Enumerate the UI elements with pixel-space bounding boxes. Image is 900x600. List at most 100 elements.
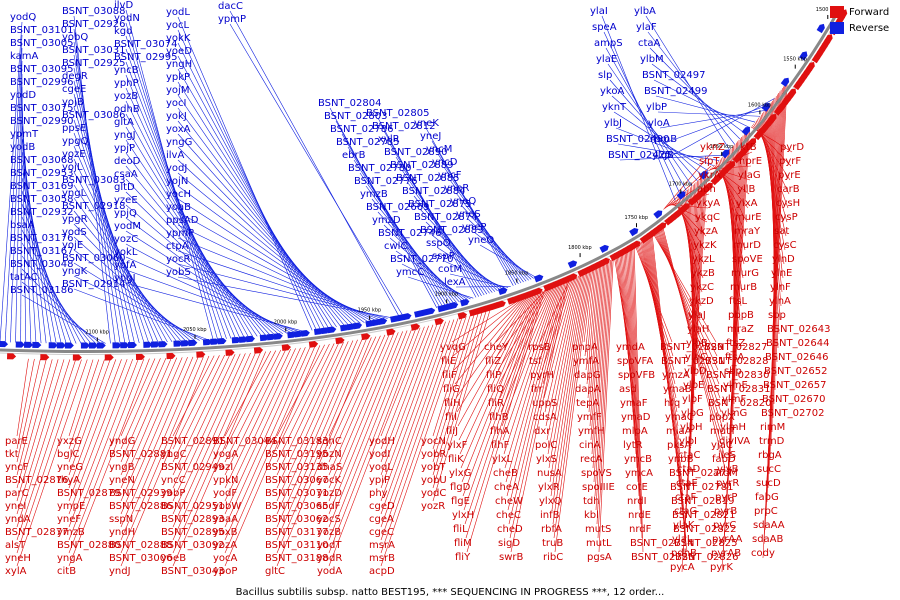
gene-label: fliZ	[485, 356, 501, 367]
reverse-gene-arrow	[567, 260, 578, 269]
gene-label: BSNT_03110	[265, 540, 328, 551]
gene-leader-line	[553, 270, 591, 539]
gene-label: BSNT_02731	[661, 356, 724, 367]
gene-label: ylaI	[590, 6, 608, 17]
gene-label: yojN	[166, 176, 188, 187]
gene-label: yncM	[426, 144, 452, 155]
reverse-gene-arrow	[127, 342, 137, 349]
gene-label: ykzD	[689, 296, 714, 307]
reverse-gene-arrow	[629, 227, 639, 237]
gene-label: ylaG	[738, 170, 761, 181]
gene-label: yoxA	[166, 124, 191, 135]
reverse-gene-arrow	[120, 342, 130, 349]
gene-label: sucC	[757, 464, 781, 475]
gene-label: sbp	[768, 310, 786, 321]
gene-label: ylbD	[684, 366, 707, 377]
forward-gene-arrow	[253, 347, 264, 354]
gene-leader-line	[328, 335, 381, 450]
gene-leader-line	[328, 331, 403, 515]
gene-leader-line	[177, 276, 392, 318]
gene-leader-line	[125, 87, 241, 338]
gene-leader-line	[73, 197, 177, 342]
reverse-gene-arrow	[245, 335, 256, 343]
gene-label: ctaD	[677, 464, 701, 475]
gene-leader-line	[21, 164, 57, 344]
reverse-gene-arrow	[150, 341, 160, 348]
gene-leader-line	[172, 354, 225, 463]
gene-label: yokK	[166, 33, 191, 44]
gene-label: yneI	[5, 501, 26, 512]
gene-leader-line	[120, 357, 172, 476]
scale-tick-label: 2000 kbp	[274, 320, 298, 326]
gene-label: ylbH	[680, 422, 703, 433]
gene-leader-line	[21, 216, 77, 344]
gene-label: BSNT_02877	[5, 527, 68, 538]
forward-gene-arrow	[496, 300, 506, 309]
gene-label: dacC	[218, 1, 243, 12]
gene-label: xylA	[5, 566, 27, 577]
gene-leader-line	[177, 263, 388, 319]
gene-leader-line	[591, 263, 605, 455]
gene-label: bglC	[57, 449, 79, 460]
gene-leader-line	[510, 280, 569, 553]
gene-leader-line	[459, 294, 535, 455]
gene-label: BSNT_02652	[764, 366, 827, 377]
gene-label: thyA	[57, 475, 80, 486]
gene-label: fliP	[486, 370, 501, 381]
gene-label: pbpB	[728, 310, 754, 321]
gene-label: hfq	[664, 398, 680, 409]
gene-leader-line	[329, 107, 438, 308]
gene-label: yxzG	[57, 436, 82, 447]
gene-label: ylnD	[772, 254, 795, 265]
gene-label: mutT	[710, 426, 737, 437]
gene-leader-line	[628, 249, 640, 497]
gene-label: odhB	[114, 104, 140, 115]
gene-label: BSNT_02893	[161, 514, 224, 525]
gene-label: lytR	[623, 440, 643, 451]
gene-leader-line	[16, 358, 35, 450]
gene-label: yneQ	[450, 196, 476, 207]
reverse-gene-arrow	[425, 307, 436, 316]
gene-label: spoVFA	[617, 356, 653, 367]
gene-label: cody	[751, 548, 775, 559]
gene-leader-line	[328, 327, 421, 567]
gene-label: BSNT_02746	[378, 228, 441, 239]
gene-label: yndJ	[109, 566, 131, 577]
gene-label: ylmG	[721, 408, 747, 419]
gene-leader-line	[401, 263, 471, 300]
gene-label: yodI	[369, 449, 390, 460]
gene-label: pyrR	[716, 478, 739, 489]
gene-label: BSNT_02939	[109, 488, 172, 499]
gene-leader-line	[380, 318, 459, 541]
gene-label: pyrAB	[711, 548, 741, 559]
gene-label: BSNT_02918	[62, 201, 125, 212]
gene-leader-line	[73, 210, 182, 342]
gene-label: sipT	[699, 156, 720, 167]
gene-label: ypjP	[114, 143, 135, 154]
gene-label: yodJ	[166, 163, 187, 174]
gene-label: cheB	[493, 468, 518, 479]
gene-label: tsf	[529, 356, 542, 367]
reverse-gene-arrow	[780, 77, 790, 87]
gene-leader-line	[16, 359, 88, 567]
gene-leader-line	[645, 15, 730, 151]
gene-label: pyrH	[530, 370, 554, 381]
gene-label: flhF	[491, 440, 510, 451]
gene-label: BSNT_03068	[10, 155, 73, 166]
gene-label: yoqL	[369, 462, 393, 473]
forward-gene-arrow	[196, 351, 206, 358]
gene-label: BSNT_03058	[10, 194, 73, 205]
gene-leader-line	[662, 226, 726, 469]
gene-label: ylxQ	[539, 496, 562, 507]
gene-leader-line	[583, 269, 594, 343]
gene-label: ykrA	[698, 170, 721, 181]
gene-label: ctaC	[678, 450, 701, 461]
gene-label: BSNT_02714	[630, 538, 693, 549]
gene-leader-line	[224, 350, 277, 450]
gene-label: yozA	[213, 540, 237, 551]
gene-leader-line	[276, 338, 363, 541]
gene-leader-line	[15, 60, 23, 343]
gene-label: ymcB	[624, 454, 652, 465]
gene-leader-line	[328, 333, 390, 476]
gene-label: yoxB	[213, 527, 238, 538]
